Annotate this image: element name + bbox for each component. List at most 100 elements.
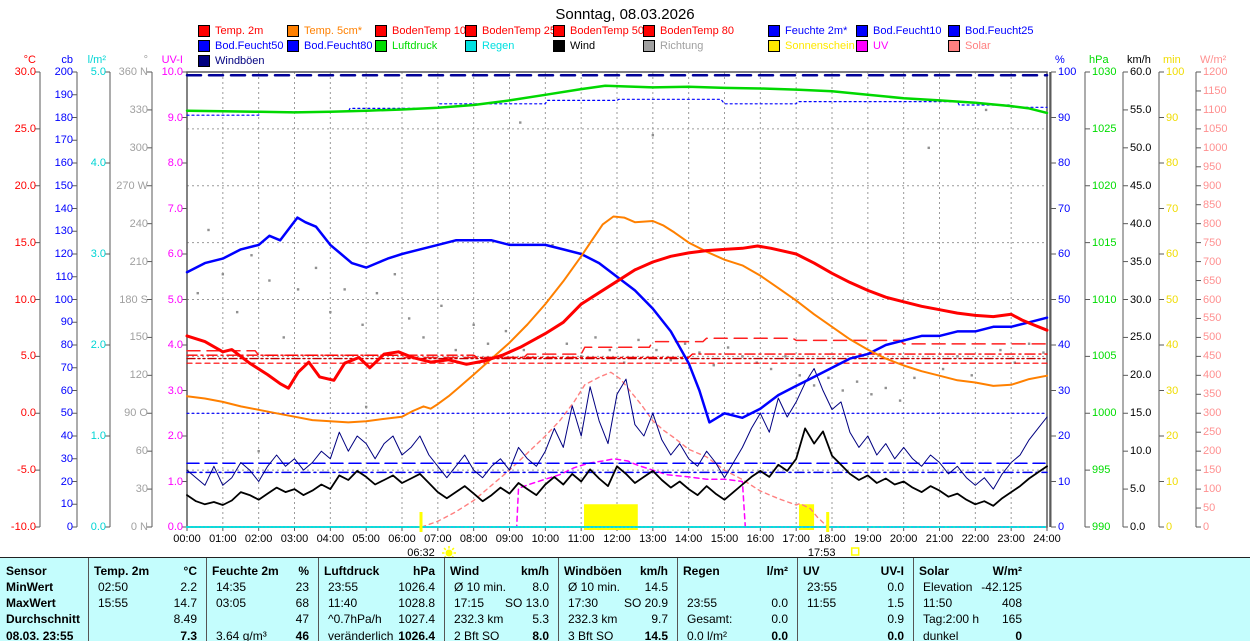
axis-tick-min: 90 [1166, 111, 1179, 124]
axis-tick-w-m: 550 [1203, 312, 1222, 325]
axis-tick-w-m: 750 [1203, 236, 1222, 249]
table-cell-label: 3 Bft SO [568, 629, 614, 641]
series-temp-2m [185, 244, 1049, 390]
direction-dot [257, 449, 260, 453]
table-cell-label: 11:55 [807, 596, 837, 610]
axis-tick-km-h: 40.0 [1130, 217, 1152, 230]
direction-dot [941, 367, 945, 371]
axis-tick-c: 25.0 [14, 122, 36, 135]
sunshine-bar [799, 504, 815, 526]
legend-label: BodenTemp 10 [392, 25, 466, 37]
axis-tick-w-m: 450 [1203, 350, 1222, 363]
legend-swatch-temp-2m [198, 25, 210, 37]
legend-swatch-temp-5cm [287, 25, 299, 37]
table-cell-value: 23 [295, 580, 309, 594]
axis-tick-: 330 [129, 103, 148, 116]
table-cell-value: SO 20.9 [623, 596, 668, 610]
axis-tick-cb: 90 [60, 316, 73, 329]
legend-item-regen: Regen [465, 40, 514, 52]
axis-tick-w-m: 100 [1203, 483, 1222, 496]
axis-tick-uv-i: 2.0 [167, 430, 183, 442]
direction-dot [207, 228, 210, 232]
axis-tick-min: 30 [1166, 384, 1179, 397]
table-cell-label: 23:55 [687, 596, 718, 610]
legend-item-sonnenschein: Sonnenschein [768, 40, 855, 52]
axis-tick-cb: 200 [54, 66, 73, 78]
axis-tick-min: 50 [1166, 293, 1179, 306]
axis-tick-w-m: 1150 [1203, 84, 1227, 97]
axis-unit-min: min [1163, 54, 1181, 66]
table-separator [558, 558, 559, 641]
direction-dot [970, 374, 973, 377]
direction-dot [519, 121, 522, 124]
table-col-title-solar: Solar [919, 564, 950, 578]
legend-label: Bod.Feucht50 [215, 40, 284, 52]
axis-tick-cb: 190 [54, 88, 73, 101]
series-bodentemp-25 [186, 353, 1048, 359]
legend-label: Bod.Feucht10 [873, 25, 942, 37]
axis-tick-c: 0.0 [20, 407, 36, 420]
legend-label: Solar [965, 40, 991, 52]
stats-table: Sensor MinWert MaxWert Durchschnitt 08.03. 2… [0, 557, 1250, 641]
table-cell-value: 9.7 [651, 612, 668, 626]
table-cell-label: Ø 10 min. [454, 580, 507, 594]
direction-dot [235, 310, 239, 314]
direction-dot [221, 273, 225, 276]
legend-label: Feuchte 2m* [785, 25, 848, 37]
direction-dot [472, 323, 475, 326]
x-tick-label: 17:00 [782, 533, 810, 545]
direction-dot [407, 317, 411, 320]
series-uv [422, 458, 1048, 528]
direction-dot [522, 348, 526, 352]
x-tick-label: 20:00 [889, 533, 918, 545]
table-col-title-temp-2m: Temp. 2m [94, 564, 150, 578]
table-col-unit: % [298, 564, 309, 578]
table-cell-label: 03:05 [216, 596, 247, 610]
x-tick-label: 09:00 [495, 533, 524, 545]
table-col-unit: l/m² [766, 564, 788, 578]
legend-item-uv: UV [856, 40, 888, 52]
legend-item-bod-feucht25: Bod.Feucht25 [948, 25, 1034, 37]
x-tick-label: 15:00 [710, 533, 739, 545]
sunset-time: 17:53 [807, 547, 836, 559]
table-row-label: MinWert [6, 580, 54, 594]
table-row-label: 08.03. 23:55 [6, 629, 74, 641]
table-cell-label: Elevation [923, 580, 973, 594]
table-cell-label: 2 Bft SO [454, 629, 500, 641]
axis-tick-: 60 [135, 445, 148, 458]
axis-tick-cb: 60 [60, 384, 73, 397]
table-cell-value: 1026.4 [398, 580, 435, 594]
direction-dot [361, 323, 364, 326]
x-tick-label: 19:00 [854, 533, 882, 545]
axis-tick-min: 20 [1166, 430, 1179, 442]
axis-tick-: 240 [129, 217, 148, 230]
axis-unit-c: °C [23, 54, 36, 66]
series-wind [186, 427, 1048, 507]
direction-dot [282, 336, 285, 339]
x-tick-label: 10:00 [531, 533, 560, 545]
table-cell-value: 1027.4 [398, 612, 435, 626]
table-cell-label: Gesamt: [687, 612, 733, 626]
direction-dot [927, 146, 930, 150]
axis-tick-: 30 [135, 483, 148, 496]
direction-dot [651, 133, 655, 137]
axis-tick-: 70 [1058, 202, 1071, 215]
x-tick-label: 01:00 [209, 533, 237, 545]
table-col-title-feuchte-2m: Feuchte 2m [212, 564, 279, 578]
axis-tick-hpa: 1015 [1092, 236, 1117, 249]
legend-swatch-bodentemp-50 [553, 25, 565, 37]
legend-label: Luftdruck [392, 40, 438, 52]
axis-tick-cb: 140 [54, 202, 73, 215]
axis-tick-: 300 [129, 141, 148, 154]
legend-label: Sonnenschein [785, 40, 855, 52]
legend-swatch-bodentemp-25 [465, 25, 477, 37]
axis-tick-cb: 0 [66, 521, 73, 533]
table-cell-label: 15:55 [98, 596, 129, 610]
legend-item-bodentemp-80: BodenTemp 80 [643, 25, 734, 37]
direction-dot [956, 355, 959, 358]
direction-dot [827, 376, 830, 380]
x-tick-label: 04:00 [316, 533, 345, 545]
axis-tick-w-m: 900 [1203, 179, 1222, 192]
table-cell-label: Tag:2:00 h [923, 612, 980, 626]
table-col-title-luftdruck: Luftdruck [324, 564, 380, 578]
